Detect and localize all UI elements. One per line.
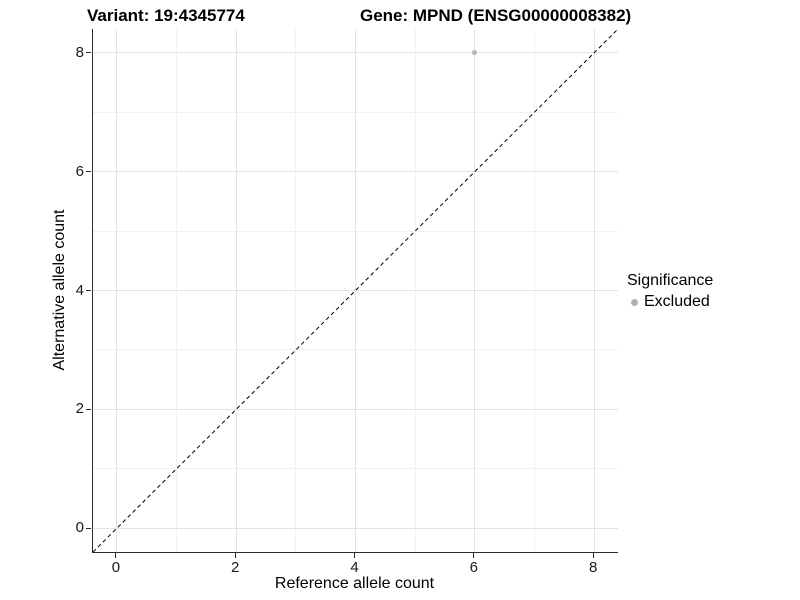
x-tick-mark-0 [115,553,117,558]
plot-panel [92,28,619,553]
excluded-point-icon [631,298,638,306]
x-axis-title: Reference allele count [274,575,435,592]
identity-dashed-line [92,28,619,553]
h-gridline-major-4 [93,290,618,291]
x-tick-mark-2 [234,553,236,558]
y-tick-label-8: 8 [75,43,84,61]
y-tick-mark-4 [86,290,91,291]
h-gridline-major-6 [93,171,618,173]
y-tick-label-4: 4 [75,281,84,299]
y-tick-label-6: 6 [75,162,84,180]
y-axis-title: Alternative allele count [51,209,68,371]
h-gridline-major-8 [93,52,618,54]
legend-title: Significance [627,272,714,289]
y-tick-mark-0 [86,527,91,529]
x-tick-mark-6 [473,553,475,558]
legend-entry-excluded: Excluded [631,293,713,311]
x-tick-label-8: 8 [588,559,598,576]
variant-title: Variant: 19:4345774 [87,6,245,25]
y-tick-label-2: 2 [75,400,84,418]
y-tick-mark-6 [86,171,91,173]
x-tick-label-2: 2 [231,559,240,576]
h-gridline-major-0 [93,527,618,529]
gene-title: Gene: MPND (ENSG00000008382) [360,6,632,25]
data-point-excluded [472,50,478,56]
h-gridline-major-2 [93,408,618,410]
y-tick-label-0: 0 [75,519,84,537]
x-tick-mark-4 [354,553,355,558]
x-tick-mark-8 [592,553,594,558]
legend: Significance Excluded [627,272,713,311]
x-tick-label-6: 6 [469,559,478,576]
x-tick-label-0: 0 [111,559,121,576]
y-tick-mark-2 [86,408,91,410]
y-tick-mark-8 [86,52,91,54]
x-tick-label-4: 4 [350,559,359,576]
legend-entry-label: Excluded [644,293,710,310]
